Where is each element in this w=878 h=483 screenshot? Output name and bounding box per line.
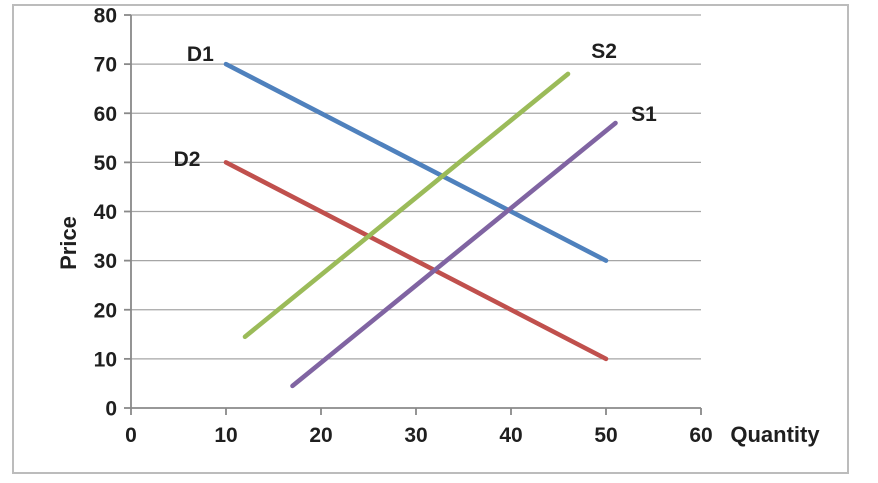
- series-label-d1: D1: [187, 43, 214, 66]
- series-lines: [223, 61, 618, 389]
- y-tick-label-30: 30: [94, 250, 117, 273]
- x-tick-label-10: 10: [214, 424, 237, 447]
- x-tick-label-20: 20: [309, 424, 332, 447]
- series-line-d2: [223, 160, 609, 362]
- series-labels: D1 D2 S2 S1: [174, 40, 658, 171]
- y-tick-label-70: 70: [94, 54, 117, 77]
- y-tick-label-0: 0: [105, 398, 117, 421]
- x-tick-label-50: 50: [594, 424, 617, 447]
- y-tick-label-40: 40: [94, 201, 117, 224]
- series-line-s1: [290, 120, 618, 389]
- axes: [124, 14, 702, 415]
- y-tick-label-20: 20: [94, 299, 117, 322]
- series-label-d2: D2: [174, 148, 201, 171]
- series-line-d1: [223, 61, 609, 263]
- series-label-s2: S2: [591, 40, 617, 63]
- y-tick-label-50: 50: [94, 152, 117, 175]
- x-tick-label-0: 0: [125, 424, 137, 447]
- y-tick-label-60: 60: [94, 103, 117, 126]
- series-line-s2: [242, 71, 571, 340]
- tick-labels: 0 10 20 30 40 50 60 70 80 0 10 20 30 40 50 60: [94, 5, 713, 448]
- y-axis-title: Price: [56, 216, 81, 270]
- y-tick-label-80: 80: [94, 5, 117, 28]
- x-tick-label-30: 30: [404, 424, 427, 447]
- y-tick-label-10: 10: [94, 348, 117, 371]
- chart-frame: [12, 4, 849, 474]
- x-axis-title: Quantity: [730, 422, 820, 447]
- x-tick-label-60: 60: [689, 424, 712, 447]
- series-label-s1: S1: [631, 103, 657, 126]
- x-tick-label-40: 40: [499, 424, 522, 447]
